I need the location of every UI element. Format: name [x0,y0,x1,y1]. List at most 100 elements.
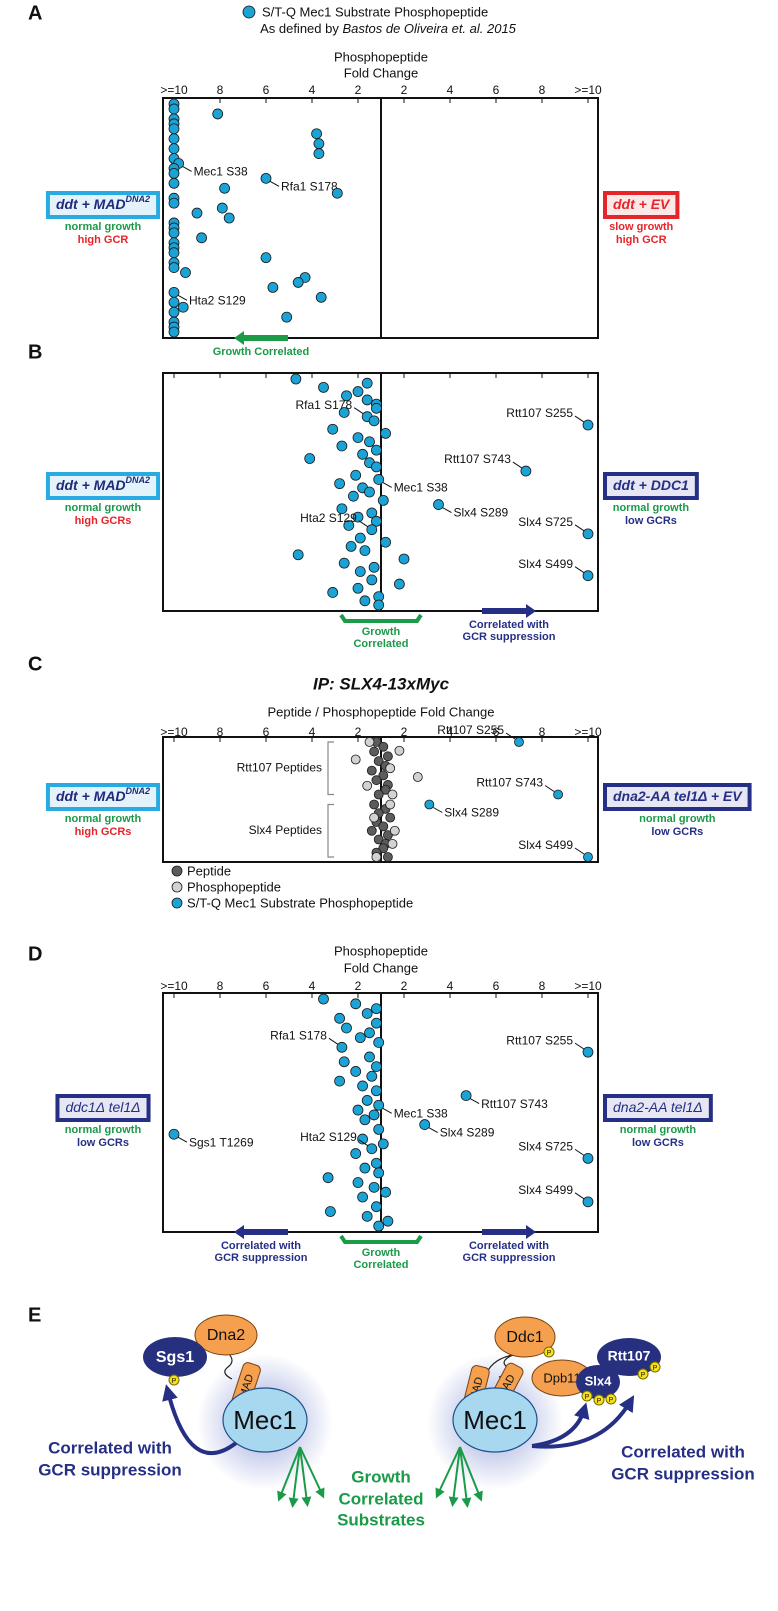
gcr-note: GCR suppression [38,1460,182,1479]
legend-text: S/T-Q Mec1 Substrate Phosphopeptide [262,4,488,19]
leader-line [177,1136,188,1143]
condition-title: ddc1Δ tel1Δ [65,1099,140,1115]
condition-note: normal growth [65,1124,142,1136]
leader-line [469,1098,480,1105]
condition-box [603,191,680,219]
data-point [514,737,524,747]
panel-letter: D [28,943,42,965]
data-point [377,494,389,506]
point-label: Slx4 S499 [518,557,573,571]
x-tick-label: >=10 [160,83,188,97]
point-label: Rtt107 S743 [476,776,543,790]
x-tick-label: 2 [355,725,362,739]
data-point [168,177,180,189]
dna2-label: Dna2 [207,1327,245,1344]
data-point [366,574,378,586]
data-point [366,1143,378,1155]
x-axis-label: Fold Change [344,65,418,80]
phospho-badge [593,1394,605,1406]
condition-box [603,1094,713,1122]
subtitle-plain: As defined by [260,21,339,36]
point-label: Slx4 S725 [518,1140,573,1154]
phospho-label: P [585,1394,590,1401]
phospho-badge [605,1393,617,1405]
subtitle-italic: Bastos de Oliveira et. al. 2015 [342,21,516,36]
point-label: Slx4 S289 [440,1126,495,1140]
x-tick-label: 4 [309,979,316,993]
data-point [350,469,362,481]
data-point [370,1017,382,1029]
data-point [359,595,371,607]
data-point [373,756,384,766]
leader-line [442,507,452,513]
x-axis-label: Fold Change [344,960,418,975]
condition-title-text: ddt + MAD [56,196,126,212]
data-point [364,737,375,747]
data-point [373,599,385,611]
data-point [368,1109,380,1121]
condition-box [45,191,161,219]
data-point [582,1046,594,1058]
group-bracket [327,741,334,796]
data-point [369,799,380,810]
growth-note: Substrates [337,1510,425,1529]
direction-arrowhead [234,1225,244,1239]
data-point [168,227,180,239]
x-tick-label: 8 [539,725,546,739]
leader-line [358,520,369,528]
legend-swatch [171,865,183,877]
data-point [338,557,350,569]
x-tick-label: 2 [355,83,362,97]
leader-line [269,180,280,187]
gcr-arrow [162,1384,238,1455]
growth-arrow [459,1446,472,1508]
condition-title-text: ddc1Δ tel1Δ [65,1099,140,1115]
growth-bracket [339,1234,423,1244]
data-point [352,1104,364,1116]
direction-note: Correlated with [469,1240,549,1252]
data-point [331,187,343,199]
dpb11-label: Dpb11 [543,1370,580,1385]
condition-note: normal growth [65,813,142,825]
data-point [373,1167,385,1179]
panel: B Rfa1 S178 Rtt107 S255 Rtt107 S743 Mec1 S38… [28,341,699,650]
data-point [368,561,380,573]
x-tick-label: 8 [217,83,224,97]
direction-note: GCR suppression [215,1252,308,1264]
data-point [357,1080,369,1092]
x-tick-label: 6 [493,83,500,97]
data-point [357,448,369,460]
x-tick-label: 2 [401,979,408,993]
data-point [219,182,231,194]
sgs1-node [143,1337,207,1377]
linker [224,1352,233,1380]
data-point [290,373,302,385]
mec1-label: Mec1 [233,1405,297,1435]
dna2-node [194,1314,258,1356]
data-point [334,1012,346,1024]
condition-title: ddt + MADDNA2 [56,475,150,492]
leader-line [574,524,585,532]
leader-line [428,1127,438,1134]
data-point [350,1148,362,1159]
x-tick-label: >=10 [574,979,602,993]
data-point [370,1157,382,1169]
growth-arrow [299,1446,312,1507]
point-label: Rfa1 S178 [270,1028,327,1042]
point-label: Mec1 S38 [394,1106,448,1120]
data-point [387,789,398,800]
data-point [336,503,348,515]
legend-swatch [171,897,183,909]
data-point [318,993,329,1005]
x-axis-label: Phosphopeptide [334,49,428,64]
data-point [520,465,532,477]
condition-title-text: ddt + EV [613,196,671,212]
condition-title-text: dna2-AA tel1Δ + EV [613,788,743,804]
data-point [313,138,325,150]
x-tick-label: 8 [539,979,546,993]
data-point [322,1172,334,1184]
panel: D Phosphopeptide Fold Change >=10 8 6 4 2 2 4 6 8 >=… [28,943,713,1271]
legend-label: Phosphopeptide [187,879,281,894]
data-point [361,377,373,389]
